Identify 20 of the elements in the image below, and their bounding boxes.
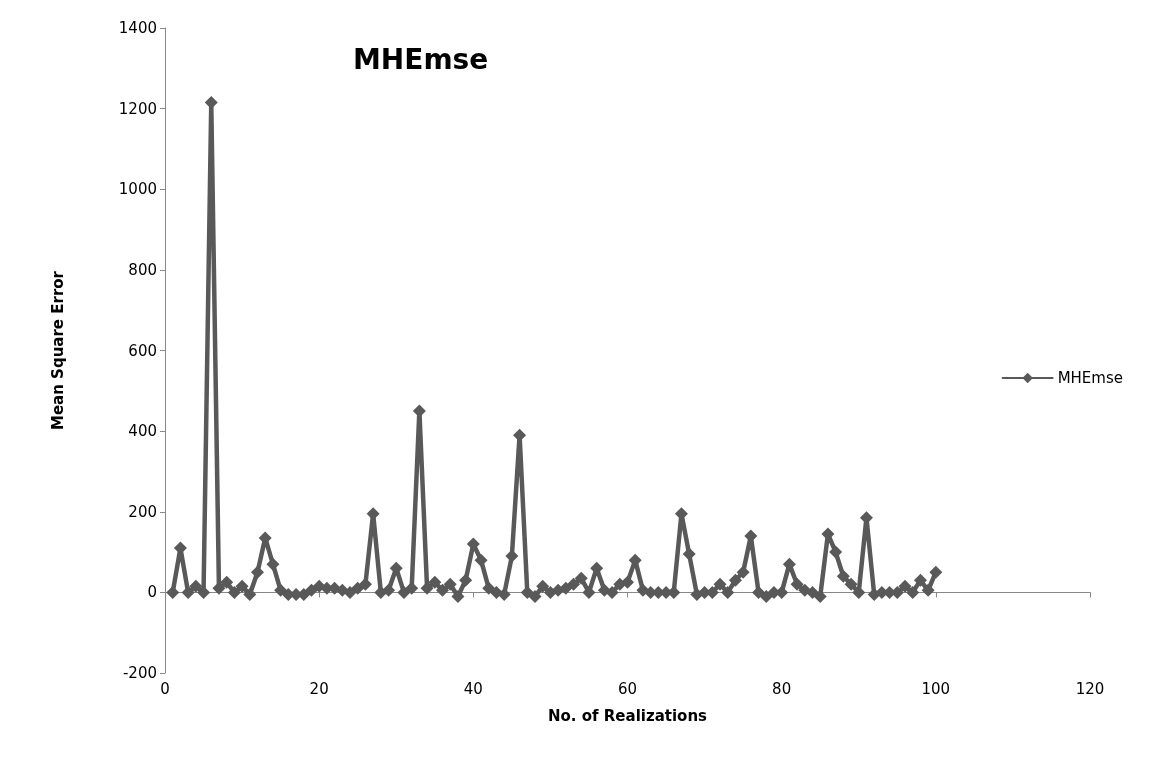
- x-tick-label: 60: [617, 679, 638, 698]
- y-tick-label: 1400: [118, 19, 157, 37]
- x-tick-label: 100: [921, 679, 951, 698]
- y-tick-label: 0: [147, 583, 157, 602]
- legend-label: MHEmse: [1057, 369, 1124, 387]
- y-tick-label: -200: [122, 664, 157, 682]
- y-tick-label: 800: [128, 260, 157, 279]
- y-tick-label: 1000: [118, 180, 157, 199]
- x-tick-label: 20: [309, 679, 329, 698]
- y-tick-label: 600: [128, 341, 157, 360]
- y-tick-label: 200: [128, 502, 157, 521]
- x-axis-title: No. of Realizations: [547, 706, 708, 725]
- x-tick-label: 120: [1075, 679, 1105, 698]
- y-tick-label: 400: [128, 422, 157, 441]
- y-axis-title: Mean Square Error: [48, 270, 67, 431]
- x-tick-label: 80: [772, 679, 792, 698]
- x-tick-label: 0: [160, 679, 170, 698]
- y-tick-label: 1200: [118, 99, 157, 118]
- text: MHEmse: [353, 42, 489, 76]
- x-tick-label: 40: [463, 679, 483, 698]
